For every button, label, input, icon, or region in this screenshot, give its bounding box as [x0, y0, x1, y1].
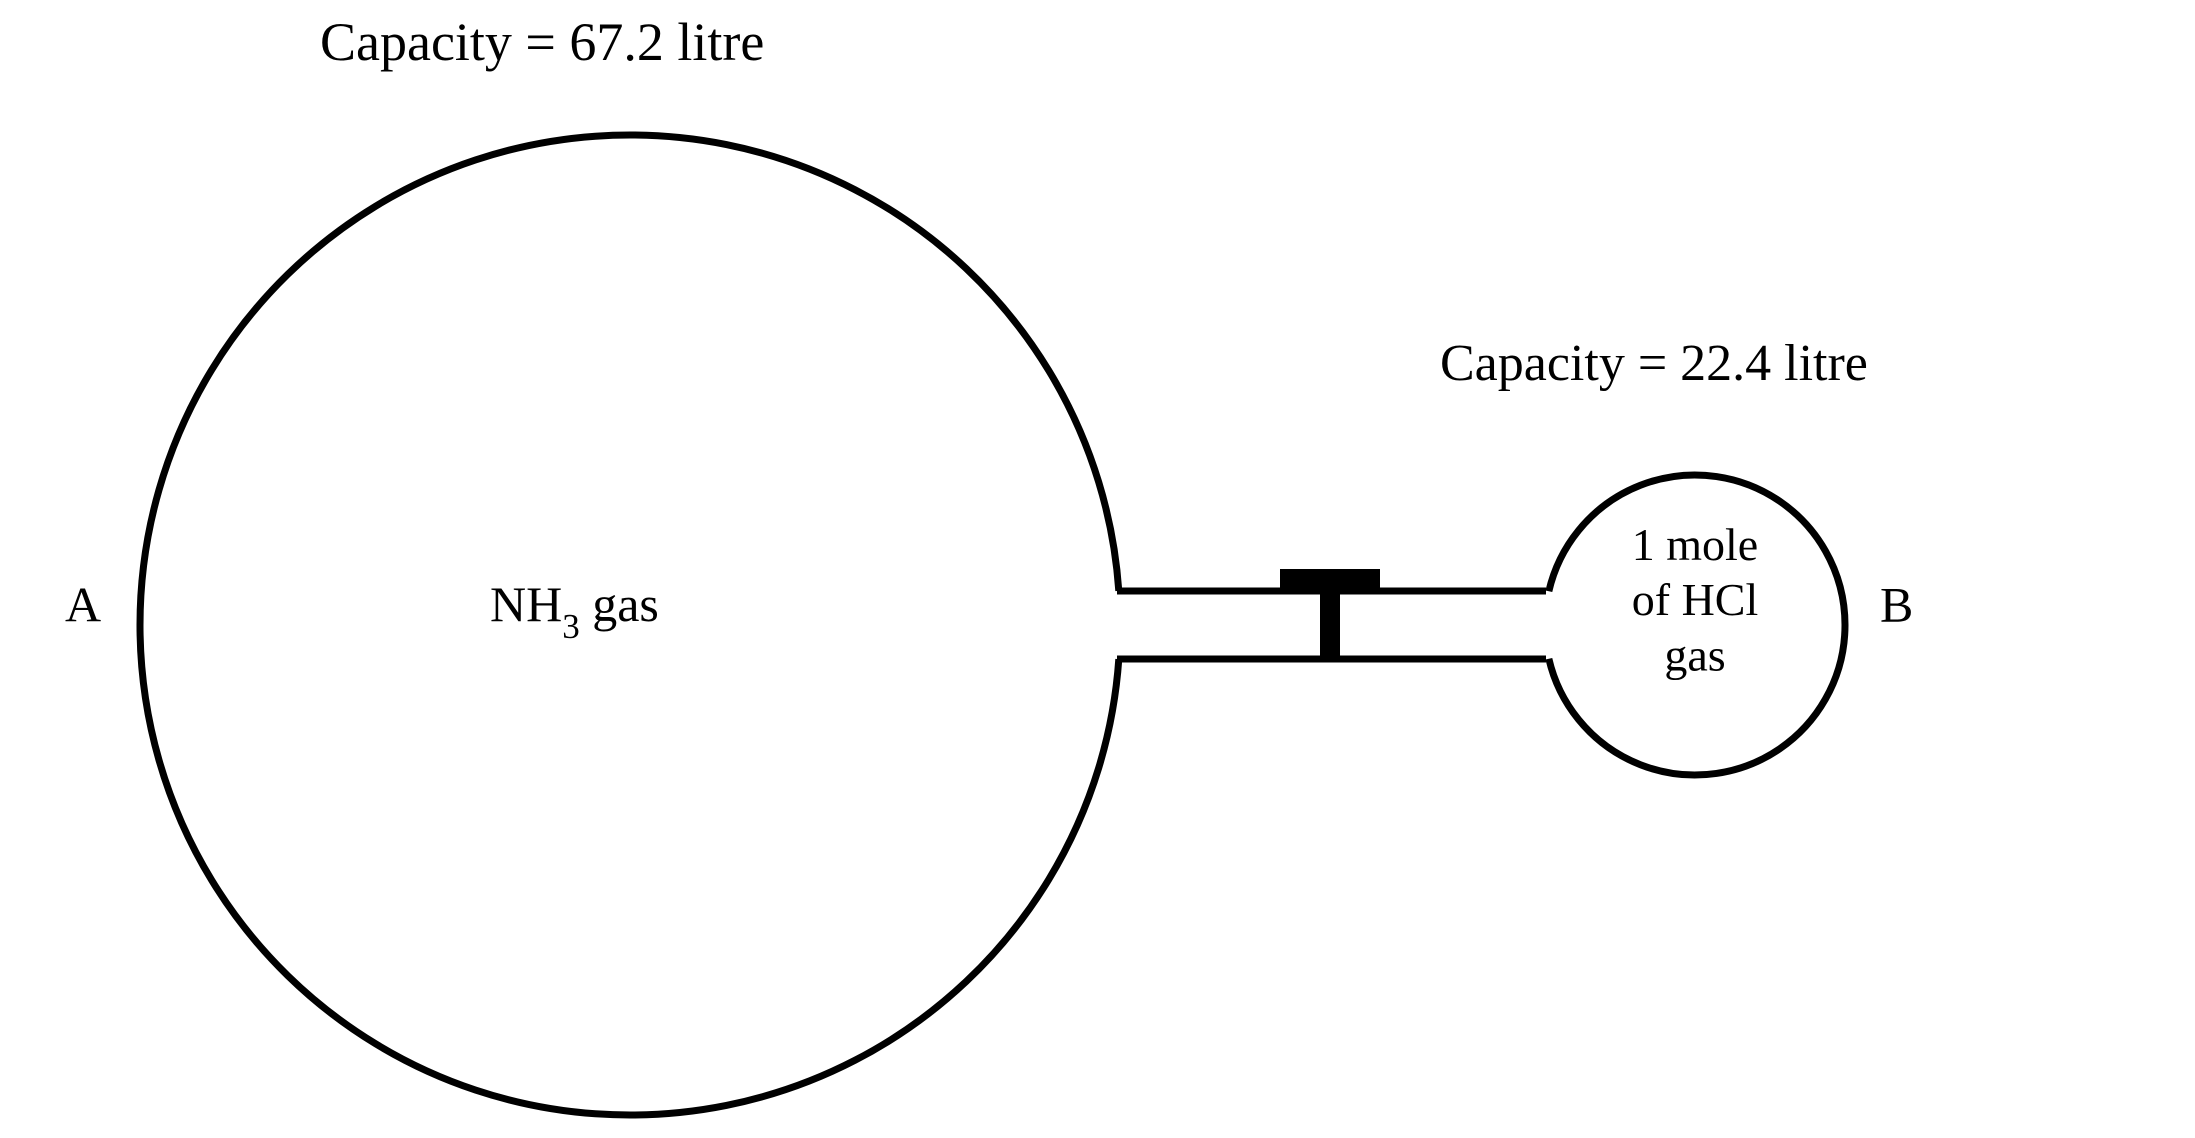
vessel-a-content: NH3 gas: [490, 576, 659, 645]
vessel-b-label: B: [1880, 576, 1913, 632]
vessel-a-label: A: [65, 576, 101, 632]
vessel-b-capacity-label: Capacity = 22.4 litre: [1440, 335, 1868, 392]
gas-vessel-diagram: Capacity = 67.2 litre A NH3 gas Capacity = …: [0, 0, 2195, 1133]
vessel-b-content: 1 moleof HClgas: [1632, 519, 1759, 680]
diagram-svg: Capacity = 67.2 litre A NH3 gas Capacity = …: [0, 0, 2195, 1133]
vessel-a-capacity-label: Capacity = 67.2 litre: [320, 12, 764, 72]
valve-handle: [1280, 569, 1380, 589]
valve-stem: [1320, 589, 1340, 659]
